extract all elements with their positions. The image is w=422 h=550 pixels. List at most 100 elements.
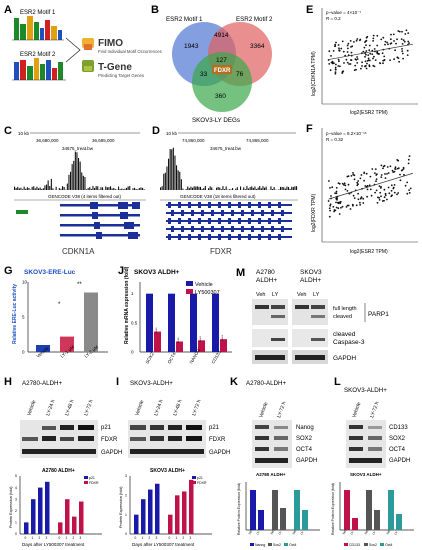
scatter-point: [340, 206, 342, 209]
bar: [141, 499, 146, 534]
signal-bar: [49, 186, 51, 190]
signal-bar: [119, 189, 121, 190]
tick-label: 0: [22, 350, 25, 355]
scatter-point: [375, 180, 377, 183]
signal-bar: [243, 187, 245, 190]
tick-label: Veh: [291, 529, 297, 536]
scatter-point: [374, 191, 376, 194]
signal-bar: [249, 187, 251, 190]
track-d-scale: 10 kb: [166, 131, 178, 136]
scatter-point: [372, 57, 374, 60]
scatter-point: [378, 53, 380, 55]
chart-h-bars: 0 1 2 3 0 1 2 3 0 1 2 3 4 5: [15, 474, 102, 540]
tick-label: LY: [349, 530, 355, 536]
bar: [258, 510, 264, 530]
scatter-point: [397, 192, 400, 194]
bar: [134, 514, 139, 534]
signal-bar: [106, 187, 108, 190]
bar: [388, 490, 394, 530]
scatter-point: [396, 38, 398, 41]
tick-label: Veh: [363, 529, 369, 536]
scatter-e-xlabel: log2(ESR2 TPM): [350, 110, 388, 116]
panel-i: I SKOV3-ALDH+ Vehicle LY-24 h LY-48 h LY-72…: [116, 376, 230, 547]
signal-bar: [140, 187, 142, 190]
blot-m-col2b: ALDH+: [300, 277, 321, 284]
blot-h-title: A2780-ALDH+: [22, 380, 62, 387]
scatter-point: [396, 167, 399, 170]
scatter-point: [360, 174, 363, 176]
signal-bar: [224, 189, 226, 190]
tick-label: SOX2: [145, 351, 156, 364]
scatter-point: [332, 205, 335, 208]
signal-bar: [204, 186, 206, 190]
signal-bar: [81, 172, 83, 190]
scatter-point: [387, 43, 389, 46]
legend-j-label-1: Vehicle: [195, 282, 213, 288]
scatter-point: [387, 172, 390, 174]
chart-l-bars: Veh LY Veh LY Veh LY: [339, 482, 414, 536]
scatter-point: [353, 178, 356, 181]
signal-bar: [76, 152, 78, 190]
signal-bar: [280, 186, 282, 190]
scatter-point: [392, 33, 395, 36]
scatter-point: [386, 166, 389, 168]
tick-label: 0: [125, 532, 127, 536]
signal-bar: [294, 186, 296, 190]
scatter-point: [384, 194, 387, 197]
scatter-point: [405, 29, 408, 32]
bar: [374, 510, 380, 530]
chart-k-legend-1: Nanog: [255, 543, 265, 547]
scatter-point: [364, 65, 366, 67]
signal-bar: [110, 186, 112, 190]
signal-bar: [236, 187, 238, 190]
scatter-point: [363, 179, 365, 182]
signal-bar: [235, 188, 237, 190]
signal-bar: [161, 186, 163, 190]
scatter-point: [383, 199, 385, 202]
scatter-point: [334, 43, 337, 46]
tick-label: 3: [46, 536, 48, 540]
tick-label: 1: [131, 291, 134, 296]
scatter-point: [335, 41, 337, 44]
bar: [198, 340, 205, 352]
signal-bar: [108, 187, 110, 190]
chart-i-ylabel: Protein Expression (fold): [119, 486, 123, 528]
scatter-point: [366, 62, 368, 65]
signal-bar: [248, 188, 250, 190]
panel-label-i: I: [116, 376, 119, 388]
scatter-point: [408, 192, 411, 194]
chart-h-legend-2: FDXR: [89, 481, 99, 485]
chart-i-legend-2: FDXR: [197, 481, 207, 485]
scatter-point: [366, 184, 369, 187]
chart-l-title: SKOV3 ALDH+: [350, 472, 382, 477]
scatter-point: [343, 184, 345, 186]
bar: [302, 510, 308, 530]
signal-bar: [222, 186, 224, 190]
scatter-point: [365, 67, 368, 70]
bar: [36, 345, 50, 352]
chart-h-title: A2780 ALDH+: [42, 468, 75, 474]
scatter-point: [335, 63, 337, 66]
signal-bar: [58, 188, 60, 190]
scatter-point: [329, 209, 331, 212]
blot-i-lanes: Vehicle LY-24 h LY-48 h LY-72 h: [134, 399, 202, 417]
scatter-point: [341, 40, 344, 43]
bar: [352, 518, 358, 530]
scatter-point: [375, 189, 378, 192]
blot-m-cleaved: cleaved: [333, 314, 352, 320]
signal-bar: [296, 186, 298, 190]
signal-bar: [14, 186, 16, 190]
blot-m-lane-1: Veh: [256, 292, 265, 298]
bar: [84, 292, 98, 352]
scatter-point: [332, 50, 335, 52]
scatter-point: [338, 213, 341, 215]
bar: [60, 336, 74, 352]
scatter-point: [389, 165, 392, 168]
scatter-point: [366, 35, 369, 38]
signal-bar: [95, 186, 97, 190]
scatter-point: [364, 60, 367, 63]
scatter-point: [334, 66, 337, 69]
panel-label-c: C: [4, 125, 12, 137]
scatter-point: [367, 59, 370, 62]
